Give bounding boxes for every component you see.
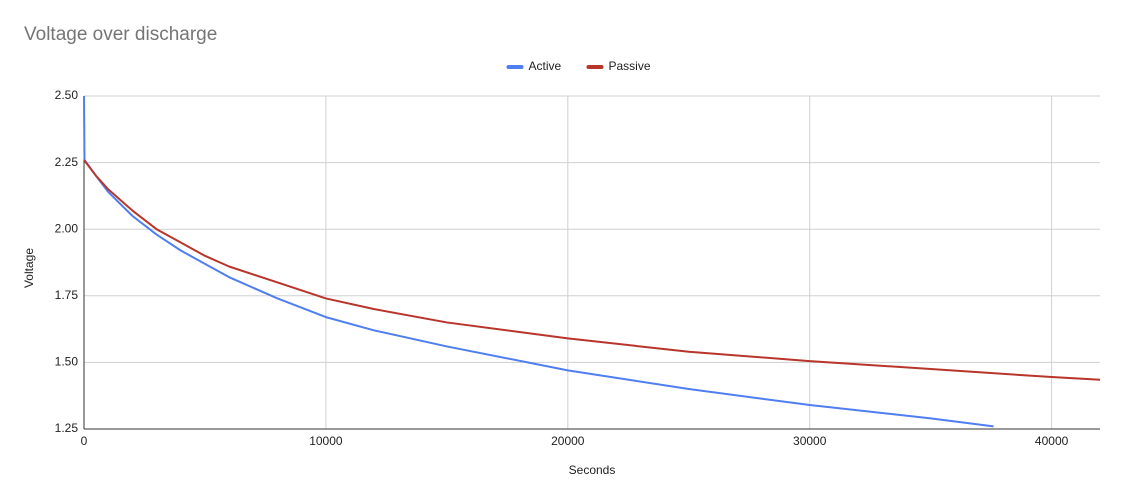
legend-label: Passive bbox=[609, 59, 651, 73]
series-line bbox=[83, 159, 1101, 381]
series-line bbox=[83, 95, 994, 428]
y-tick-label: 2.00 bbox=[55, 221, 79, 235]
legend-label: Active bbox=[529, 59, 562, 73]
x-axis-label: Seconds bbox=[569, 463, 616, 477]
chart-title: Voltage over discharge bbox=[24, 24, 217, 45]
x-tick-label: 20000 bbox=[551, 434, 585, 448]
legend: Active Passive bbox=[506, 59, 651, 73]
x-tick-label: 30000 bbox=[793, 434, 827, 448]
y-axis-label: Voltage bbox=[22, 248, 36, 288]
x-tick-label: 0 bbox=[81, 434, 88, 448]
x-tick-label: 10000 bbox=[309, 434, 343, 448]
y-tick-label: 2.25 bbox=[55, 155, 79, 169]
y-tick-label: 1.50 bbox=[55, 355, 79, 369]
y-tick-label: 2.50 bbox=[55, 88, 79, 102]
y-tick-label: 1.75 bbox=[55, 288, 79, 302]
x-tick-label: 40000 bbox=[1035, 434, 1069, 448]
y-tick-label: 1.25 bbox=[55, 421, 79, 435]
